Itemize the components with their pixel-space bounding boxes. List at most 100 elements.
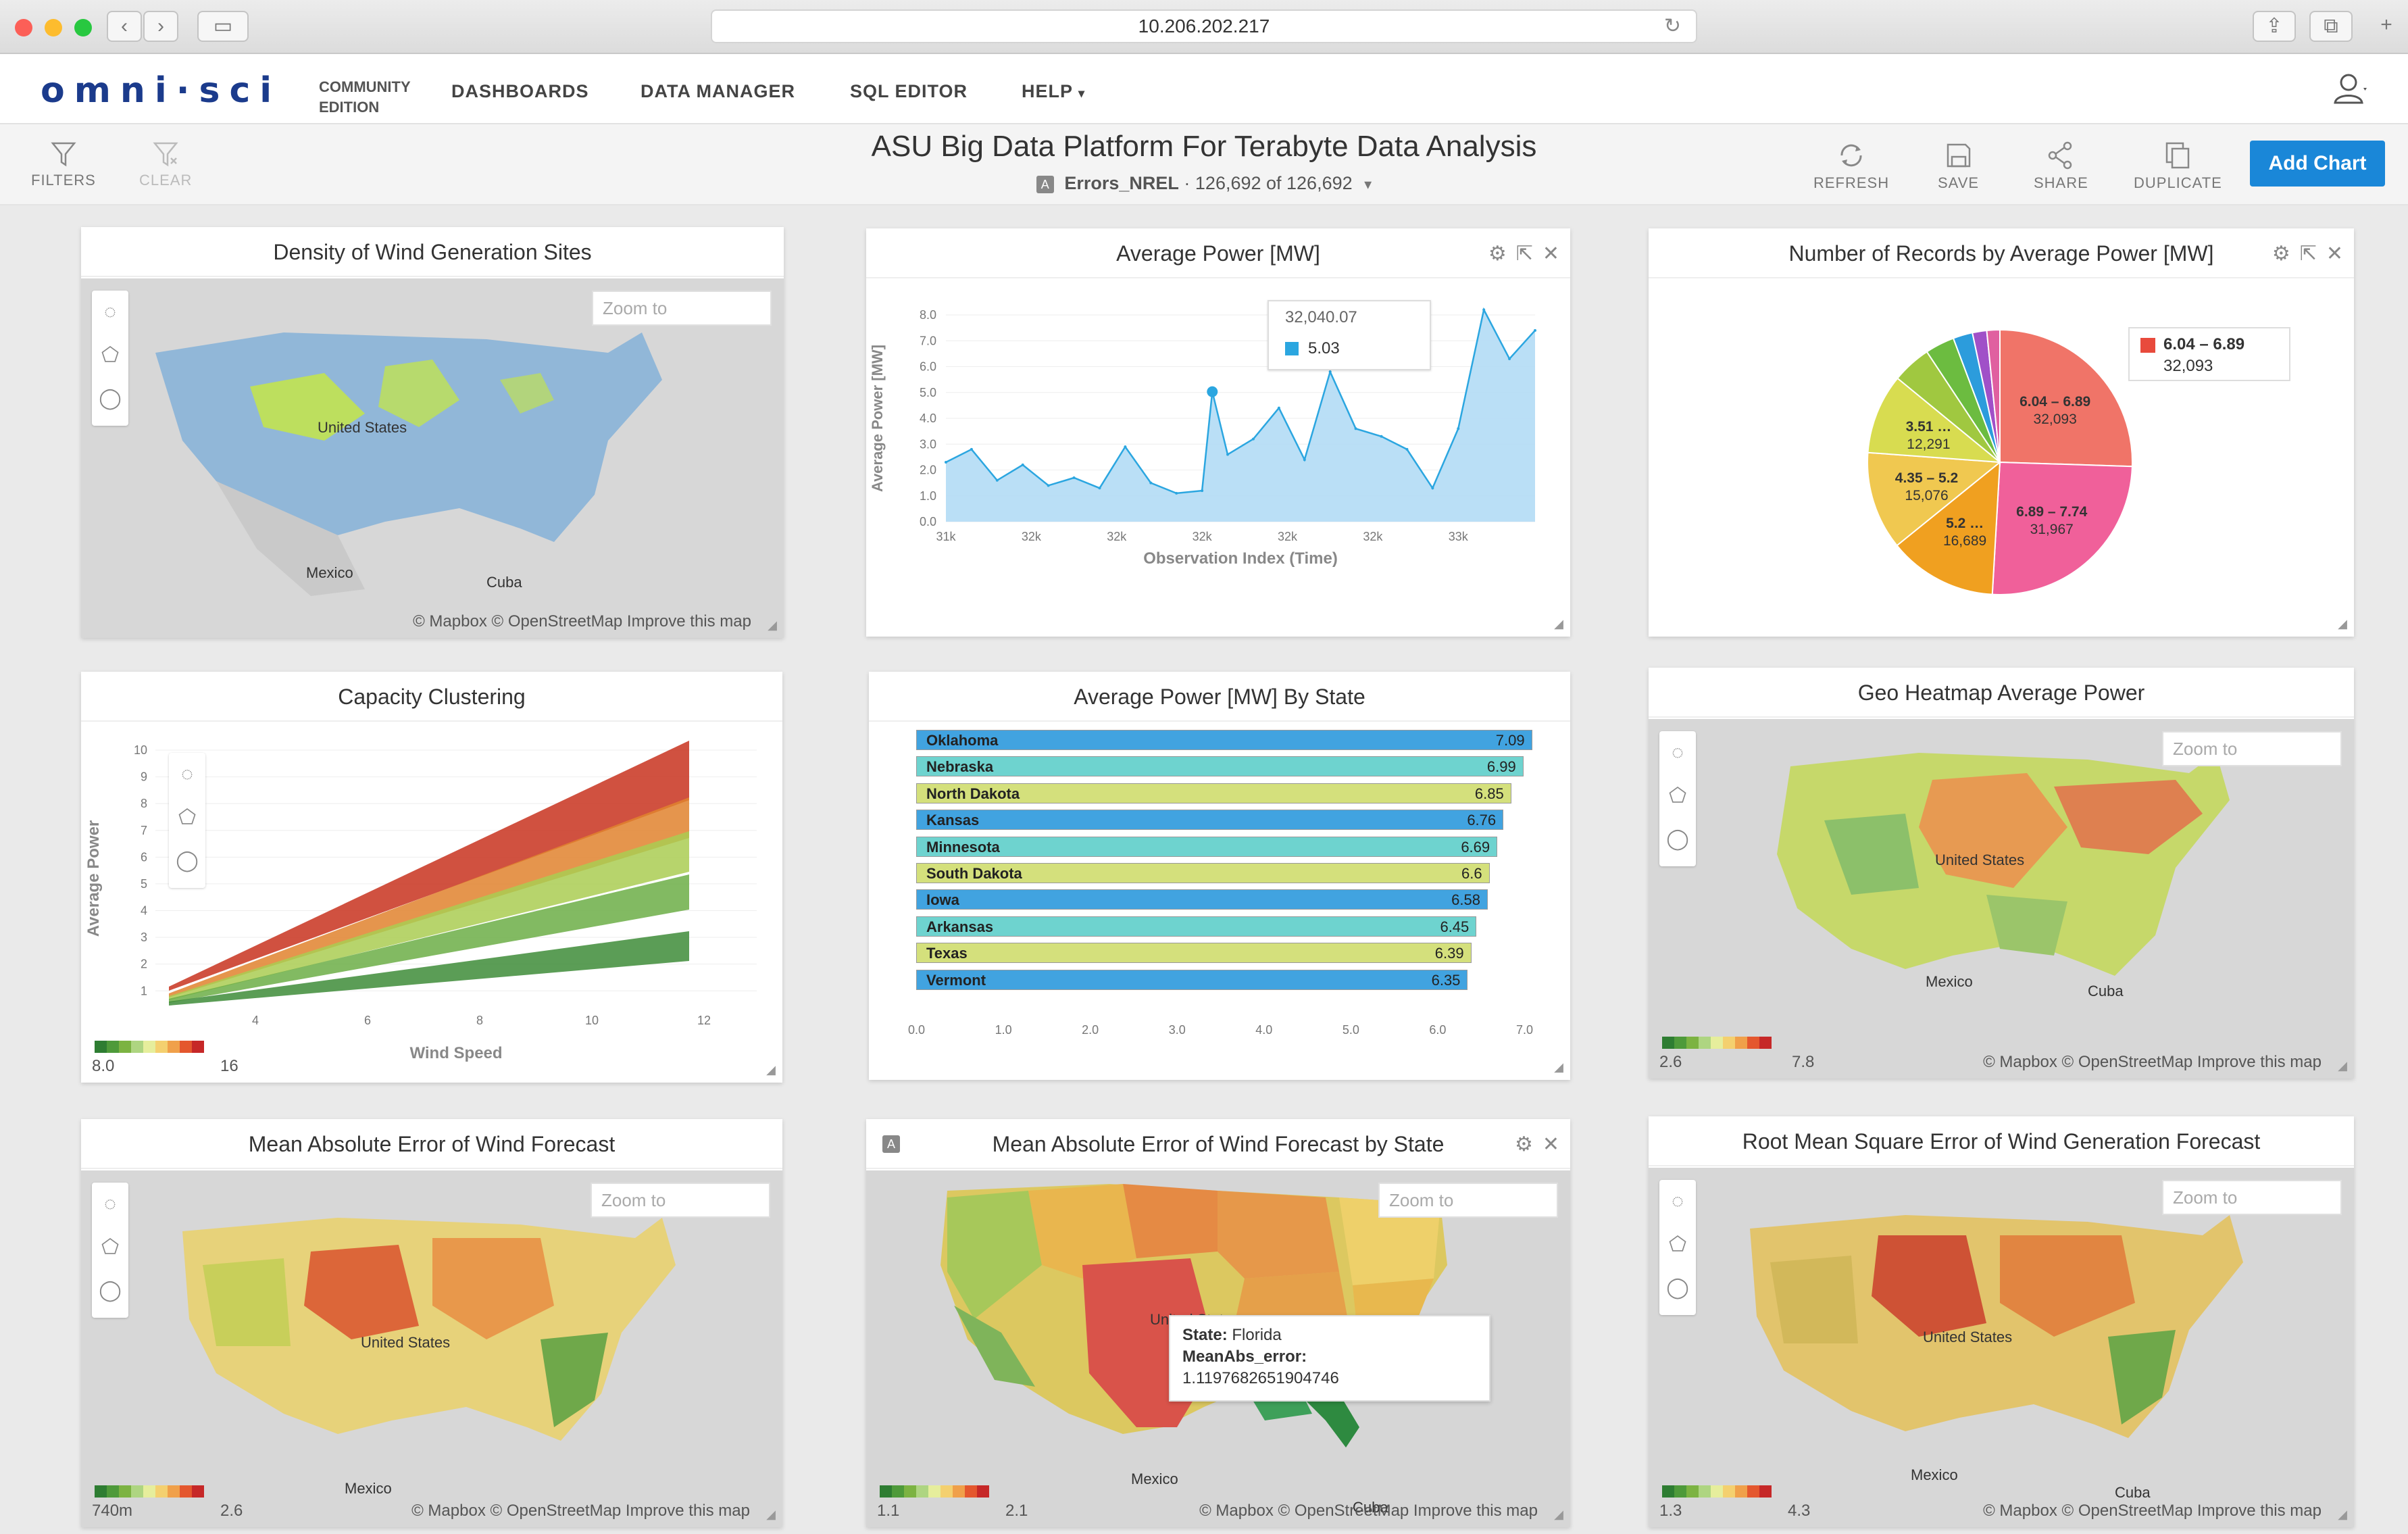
panel-records-pie[interactable]: Number of Records by Average Power [MW] … — [1649, 228, 2354, 637]
resize-handle-icon[interactable]: ◢ — [2338, 1508, 2347, 1521]
capacity-scatter-chart[interactable]: 10 9 8 7 6 5 4 3 2 1 4 6 8 10 12 Average Power Wind Spee… — [81, 723, 782, 1083]
reload-icon[interactable]: ↻ — [1663, 15, 1681, 37]
duplicate-button[interactable]: DUPLICATE — [2134, 141, 2222, 192]
resize-handle-icon[interactable]: ◢ — [1554, 1060, 1563, 1074]
resize-handle-icon[interactable]: ◢ — [766, 1063, 776, 1077]
zoom-to-input[interactable]: Zoom to — [591, 1183, 770, 1218]
export-icon[interactable]: ⇱ — [2299, 243, 2317, 265]
map-attribution[interactable]: © Mapbox © OpenStreetMap Improve this ma… — [1983, 1502, 2322, 1520]
bar-row[interactable]: Arkansas 6.45 — [916, 916, 1477, 937]
circle-select-icon[interactable]: ◌ — [104, 301, 116, 323]
nav-help[interactable]: HELP ▾ — [1022, 81, 1085, 102]
nav-data-manager[interactable]: DATA MANAGER — [641, 81, 795, 101]
bar-row[interactable]: Oklahoma 7.09 — [916, 730, 1532, 750]
circle-select-icon[interactable]: ◌ — [1672, 741, 1684, 764]
resize-handle-icon[interactable]: ◢ — [2338, 617, 2347, 630]
lasso-select-icon[interactable]: ◯ — [99, 1279, 122, 1302]
clear-button[interactable]: CLEAR — [139, 141, 192, 189]
polygon-select-icon[interactable]: ⬠ — [101, 1236, 120, 1258]
polygon-select-icon[interactable]: ⬠ — [1668, 1233, 1687, 1256]
panel-average-power[interactable]: Average Power [MW] ⚙ ⇱ ✕ 8.0 7.0 6.0 5.0 4.0 3.… — [866, 228, 1570, 637]
geo-heatmap[interactable]: United States Mexico Cuba Zoom to ◌ ⬠ ◯ … — [1649, 719, 2354, 1079]
bar-row[interactable]: Vermont 6.35 — [916, 969, 1468, 990]
minimize-window-icon[interactable] — [45, 19, 62, 36]
share-browser-icon[interactable]: ⇪ — [2253, 11, 2296, 42]
address-bar[interactable]: 10.206.202.217 ↻ — [711, 9, 1697, 43]
forward-icon[interactable]: › — [143, 11, 178, 42]
panel-density-sites[interactable]: Density of Wind Generation Sites United … — [81, 227, 784, 638]
nav-help-label: HELP — [1022, 81, 1073, 101]
panel-capacity-clustering[interactable]: Capacity Clustering 10 9 8 7 6 5 4 3 2 1 4 6 8 10 12 Av… — [81, 672, 782, 1083]
bar-row[interactable]: Minnesota 6.69 — [916, 836, 1498, 857]
gear-icon[interactable]: ⚙ — [2272, 243, 2290, 265]
zoom-to-input[interactable]: Zoom to — [2162, 1180, 2342, 1215]
close-window-icon[interactable] — [15, 19, 32, 36]
tabs-icon[interactable]: ⧉ — [2309, 11, 2353, 42]
panel-rmse[interactable]: Root Mean Square Error of Wind Generatio… — [1649, 1116, 2354, 1527]
filters-button[interactable]: FILTERS — [31, 141, 96, 189]
panel-mae-by-state[interactable]: A Mean Absolute Error of Wind Forecast b… — [866, 1119, 1570, 1527]
gear-icon[interactable]: ⚙ — [1514, 1133, 1533, 1156]
panel-geo-heatmap[interactable]: Geo Heatmap Average Power United States … — [1649, 668, 2354, 1079]
lasso-select-icon[interactable]: ◯ — [1666, 1277, 1689, 1299]
save-button[interactable]: SAVE — [1938, 141, 1979, 192]
lasso-select-icon[interactable]: ◯ — [176, 849, 199, 872]
table-name[interactable]: Errors_NREL — [1064, 173, 1179, 193]
map-attribution[interactable]: © Mapbox © OpenStreetMap Improve this ma… — [411, 1502, 750, 1520]
dashboard-title[interactable]: ASU Big Data Platform For Terabyte Data … — [871, 130, 1537, 163]
lasso-select-icon[interactable]: ◯ — [1666, 828, 1689, 850]
close-icon[interactable]: ✕ — [2326, 243, 2343, 265]
new-tab-icon[interactable]: + — [2380, 14, 2392, 36]
state-bar-list[interactable]: Oklahoma 7.09 Nebraska 6.99 North Dakota 6.85… — [916, 730, 1532, 996]
resize-handle-icon[interactable]: ◢ — [766, 1508, 776, 1521]
panel-title-text: Mean Absolute Error of Wind Forecast by … — [992, 1132, 1445, 1156]
bar-row[interactable]: Nebraska 6.99 — [916, 756, 1524, 777]
map-attribution[interactable]: © Mapbox © OpenStreetMap Improve this ma… — [1983, 1053, 2322, 1071]
omnisci-logo[interactable]: omni·sci — [41, 70, 282, 111]
zoom-to-input[interactable]: Zoom to — [592, 291, 772, 326]
panel-power-by-state[interactable]: Average Power [MW] By State Oklahoma 7.09… — [869, 672, 1570, 1080]
export-icon[interactable]: ⇱ — [1515, 243, 1533, 265]
back-icon[interactable]: ‹ — [107, 11, 142, 42]
rmse-map[interactable]: United States Mexico Cuba Zoom to ◌ ⬠ ◯ … — [1649, 1168, 2354, 1527]
lasso-select-icon[interactable]: ◯ — [99, 387, 122, 410]
user-icon[interactable] — [2334, 72, 2367, 105]
bar-row[interactable]: Texas 6.39 — [916, 943, 1472, 964]
bar-row[interactable]: Kansas 6.76 — [916, 810, 1504, 831]
close-icon[interactable]: ✕ — [1542, 243, 1559, 265]
close-icon[interactable]: ✕ — [1542, 1133, 1559, 1156]
polygon-select-icon[interactable]: ⬠ — [1668, 785, 1687, 807]
polygon-select-icon[interactable]: ⬠ — [101, 344, 120, 366]
map-attribution[interactable]: © Mapbox © OpenStreetMap Improve this ma… — [1199, 1502, 1538, 1520]
refresh-button[interactable]: REFRESH — [1813, 141, 1889, 192]
resize-handle-icon[interactable]: ◢ — [2338, 1059, 2347, 1072]
add-chart-button[interactable]: Add Chart — [2250, 141, 2385, 187]
resize-handle-icon[interactable]: ◢ — [1554, 1508, 1563, 1521]
mae-map[interactable]: United States Mexico Zoom to ◌ ⬠ ◯ 740m … — [81, 1170, 782, 1527]
nav-sql-editor[interactable]: SQL EDITOR — [850, 81, 968, 101]
circle-select-icon[interactable]: ◌ — [1672, 1190, 1684, 1212]
chevron-down-icon[interactable]: ▾ — [1364, 176, 1372, 193]
sidebar-icon[interactable]: ▭ — [197, 11, 249, 42]
bar-row[interactable]: Iowa 6.58 — [916, 889, 1488, 910]
zoom-to-input[interactable]: Zoom to — [2162, 731, 2342, 766]
records-pie-chart[interactable]: 6.04 – 6.89 32,093 6.89 – 7.74 31,967 5.2 … 1… — [1649, 280, 2354, 637]
circle-select-icon[interactable]: ◌ — [104, 1193, 116, 1215]
maximize-window-icon[interactable] — [74, 19, 92, 36]
nav-dashboards[interactable]: DASHBOARDS — [451, 81, 589, 101]
panel-mae[interactable]: Mean Absolute Error of Wind Forecast Uni… — [81, 1119, 782, 1527]
gear-icon[interactable]: ⚙ — [1488, 243, 1507, 265]
mae-state-map[interactable]: United States Mexico Cuba Zoom to State:… — [866, 1170, 1570, 1527]
data-point — [1047, 484, 1050, 487]
resize-handle-icon[interactable]: ◢ — [1554, 617, 1563, 630]
density-map[interactable]: United States Mexico Cuba Zoom to ◌ ⬠ ◯ … — [81, 278, 784, 638]
map-attribution[interactable]: © Mapbox © OpenStreetMap Improve this ma… — [413, 612, 751, 630]
bar-row[interactable]: South Dakota 6.6 — [916, 862, 1490, 883]
zoom-to-input[interactable]: Zoom to — [1378, 1183, 1558, 1218]
bar-row[interactable]: North Dakota 6.85 — [916, 783, 1511, 803]
resize-handle-icon[interactable]: ◢ — [768, 618, 777, 632]
share-button[interactable]: SHARE — [2034, 141, 2088, 192]
circle-select-icon[interactable]: ◌ — [181, 763, 193, 785]
polygon-select-icon[interactable]: ⬠ — [178, 806, 197, 828]
